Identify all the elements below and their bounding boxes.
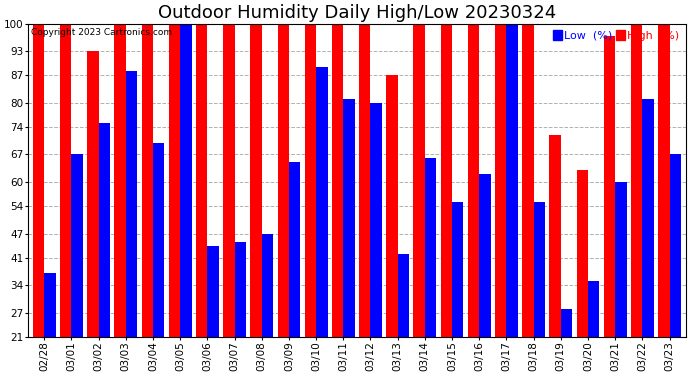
Bar [141, 24, 153, 375]
Bar [277, 24, 289, 375]
Bar [316, 68, 328, 375]
Bar [669, 154, 681, 375]
Bar [305, 24, 316, 375]
Bar [115, 24, 126, 375]
Bar [87, 51, 99, 375]
Bar [533, 202, 545, 375]
Bar [235, 242, 246, 375]
Bar [413, 24, 425, 375]
Bar [386, 75, 397, 375]
Bar [33, 24, 44, 375]
Bar [549, 135, 561, 375]
Bar [441, 24, 452, 375]
Bar [223, 24, 235, 375]
Bar [615, 182, 627, 375]
Bar [658, 24, 669, 375]
Bar [495, 24, 506, 375]
Bar [452, 202, 464, 375]
Bar [196, 24, 208, 375]
Bar [561, 309, 572, 375]
Bar [468, 24, 480, 375]
Bar [604, 36, 615, 375]
Bar [72, 154, 83, 375]
Bar [359, 24, 371, 375]
Bar [262, 234, 273, 375]
Bar [522, 24, 533, 375]
Bar [180, 24, 192, 375]
Bar [126, 71, 137, 375]
Bar [577, 170, 588, 375]
Bar [506, 24, 518, 375]
Bar [588, 281, 600, 375]
Bar [99, 123, 110, 375]
Bar [371, 103, 382, 375]
Bar [480, 174, 491, 375]
Bar [344, 99, 355, 375]
Text: Copyright 2023 Cartronics.com: Copyright 2023 Cartronics.com [31, 28, 172, 38]
Bar [289, 162, 300, 375]
Bar [60, 24, 72, 375]
Bar [397, 254, 409, 375]
Bar [153, 142, 164, 375]
Bar [250, 24, 262, 375]
Bar [208, 246, 219, 375]
Bar [642, 99, 653, 375]
Title: Outdoor Humidity Daily High/Low 20230324: Outdoor Humidity Daily High/Low 20230324 [158, 4, 556, 22]
Bar [425, 159, 436, 375]
Bar [44, 273, 56, 375]
Bar [631, 24, 642, 375]
Bar [332, 24, 344, 375]
Bar [169, 24, 180, 375]
Legend: Low  (%), High  (%): Low (%), High (%) [552, 29, 680, 42]
